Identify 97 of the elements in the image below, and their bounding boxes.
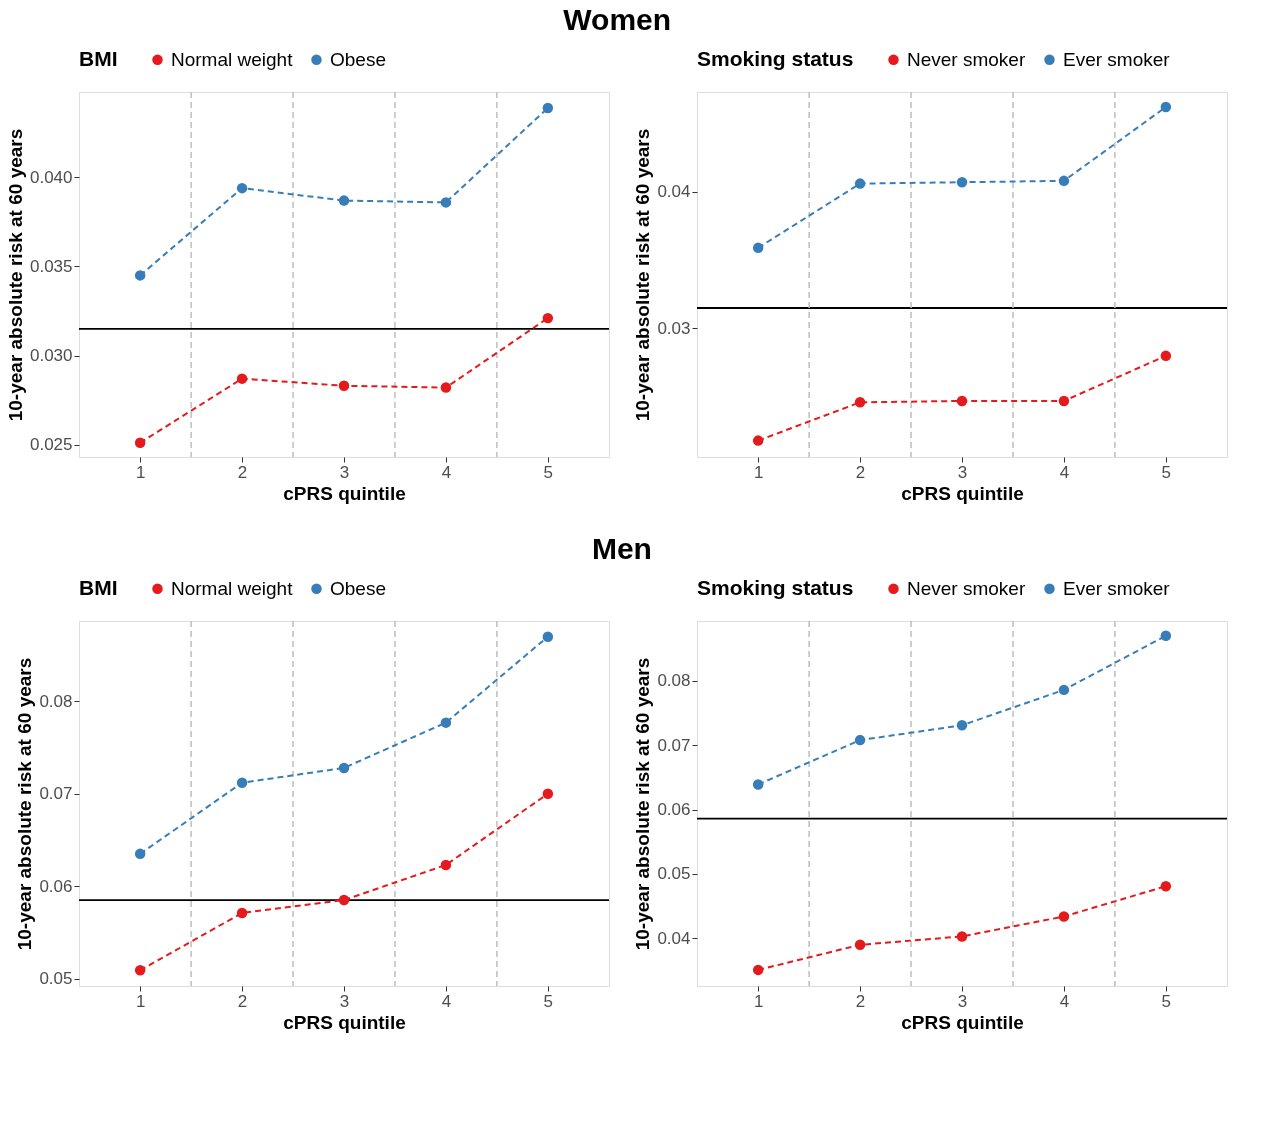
y-tick-label: 0.030: [29, 346, 73, 366]
y-axis-title: 10-year absolute risk at 60 years: [14, 657, 36, 951]
x-tick-label: 5: [543, 991, 554, 1011]
point: [236, 777, 248, 788]
legend-label: Ever smoker: [1063, 577, 1171, 599]
y-tick-label: 0.040: [29, 167, 73, 187]
x-tick-label: 2: [855, 462, 866, 482]
y-axis-title: 10-year absolute risk at 60 years: [4, 128, 26, 422]
x-axis-title: cPRS quintile: [901, 482, 1024, 504]
point: [338, 195, 350, 206]
point: [1058, 684, 1070, 696]
point: [440, 197, 452, 208]
x-tick-label: 1: [753, 991, 764, 1011]
legend-label: Normal weight: [171, 48, 294, 70]
legend-title: BMI: [79, 576, 118, 599]
point: [440, 382, 452, 393]
x-tick-label: 4: [1059, 991, 1070, 1011]
point: [752, 242, 764, 254]
point: [236, 182, 248, 194]
y-tick-label: 0.08: [657, 671, 691, 691]
legend-title: Smoking status: [697, 576, 854, 599]
point: [236, 373, 248, 384]
legend-label: Obese: [330, 48, 386, 70]
point: [1160, 630, 1172, 642]
x-tick-label: 3: [339, 462, 350, 482]
chart-title: Men: [591, 531, 652, 565]
point: [542, 102, 554, 114]
x-tick-label: 5: [543, 462, 554, 482]
y-tick-label: 0.05: [39, 969, 73, 989]
x-tick-label: 3: [957, 991, 968, 1011]
point: [134, 848, 146, 860]
x-tick-label: 2: [237, 462, 248, 482]
legend-label: Normal weight: [171, 577, 294, 599]
x-tick-label: 1: [135, 462, 146, 482]
point: [956, 931, 968, 942]
y-tick-label: 0.03: [657, 319, 691, 338]
point: [1160, 880, 1172, 892]
y-axis-title: 10-year absolute risk at 60 years: [632, 657, 654, 951]
point: [1058, 911, 1070, 922]
y-tick-label: 0.04: [657, 928, 691, 948]
x-tick-label: 4: [441, 462, 452, 482]
point: [134, 437, 146, 448]
x-tick-label: 1: [135, 991, 146, 1011]
point: [854, 734, 866, 746]
y-axis-title: 10-year absolute risk at 60 years: [632, 128, 654, 422]
point: [854, 939, 866, 951]
y-tick-label: 0.07: [657, 735, 691, 755]
x-tick-label: 3: [957, 462, 968, 482]
x-tick-label: 3: [339, 991, 350, 1011]
point: [956, 395, 968, 407]
y-tick-label: 0.035: [29, 256, 73, 276]
y-tick-label: 0.05: [657, 864, 691, 884]
point: [1058, 175, 1070, 187]
point: [236, 907, 248, 919]
legend-title: BMI: [79, 47, 118, 70]
y-tick-label: 0.04: [657, 182, 691, 202]
legend-label: Never smoker: [907, 577, 1026, 599]
legend-label: Ever smoker: [1063, 48, 1171, 70]
point: [956, 720, 968, 731]
y-tick-label: 0.06: [39, 876, 73, 896]
point: [752, 435, 764, 446]
point: [338, 762, 350, 774]
legend-title: Smoking status: [697, 47, 854, 70]
y-tick-label: 0.08: [39, 691, 73, 711]
point: [956, 176, 968, 188]
point: [752, 779, 764, 790]
x-tick-label: 4: [1059, 462, 1070, 482]
point: [440, 859, 452, 871]
x-axis-title: cPRS quintile: [901, 1011, 1024, 1033]
point: [338, 894, 350, 906]
chart-title: Women: [563, 2, 672, 36]
legend-label: Obese: [330, 577, 386, 599]
legend-label: Never smoker: [907, 48, 1026, 70]
point: [752, 964, 764, 976]
point: [1160, 350, 1172, 362]
x-tick-label: 5: [1161, 991, 1172, 1011]
x-tick-label: 2: [237, 991, 248, 1011]
x-axis-title: cPRS quintile: [283, 482, 406, 504]
x-axis-title: cPRS quintile: [283, 1011, 406, 1033]
point: [542, 631, 554, 642]
point: [134, 270, 146, 281]
x-tick-label: 2: [855, 991, 866, 1011]
point: [1058, 395, 1070, 407]
point: [338, 380, 350, 392]
point: [854, 397, 866, 408]
x-tick-label: 4: [441, 991, 452, 1011]
y-tick-label: 0.06: [657, 800, 691, 820]
point: [440, 717, 452, 728]
point: [542, 788, 554, 800]
point: [1160, 101, 1172, 113]
y-tick-label: 0.07: [39, 784, 73, 804]
point: [542, 312, 554, 324]
point: [134, 965, 146, 976]
x-tick-label: 1: [753, 462, 764, 482]
point: [854, 178, 866, 189]
y-tick-label: 0.025: [29, 435, 73, 455]
x-tick-label: 5: [1161, 462, 1172, 482]
